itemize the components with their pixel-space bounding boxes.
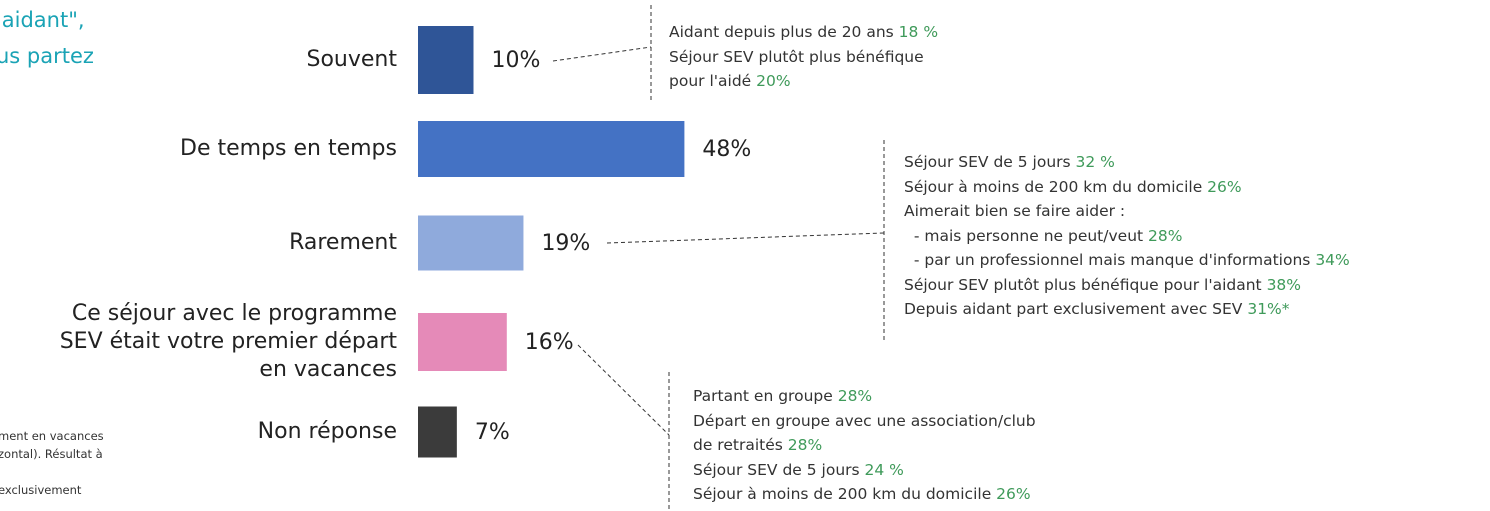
annotation-text: Depuis aidant part exclusivement avec SE… — [904, 300, 1248, 318]
annotation-value: 28% — [787, 436, 823, 454]
heading-fragment: us partez — [0, 44, 94, 68]
footnote-fragment: exclusivement — [0, 483, 82, 497]
annotation-line: Séjour à moins de 200 km du domicile 26% — [904, 175, 1350, 200]
bar — [418, 313, 507, 371]
annotation-text: Aidant depuis plus de 20 ans — [669, 23, 899, 41]
annotation-line: - mais personne ne peut/veut 28% — [904, 224, 1350, 249]
bar — [418, 215, 524, 271]
annotation-value: 20% — [756, 72, 791, 90]
annotation-value: 34% — [1315, 251, 1350, 269]
category-label: Ce séjour avec le programme SEV était vo… — [59, 301, 397, 382]
annotation-line: Aidant depuis plus de 20 ans 18 % — [669, 20, 938, 45]
annotation-text: Partant en groupe — [693, 387, 838, 405]
category-label: Rarement — [289, 230, 397, 255]
annotation-text: Séjour SEV de 5 jours — [904, 153, 1076, 171]
annotation-line: pour l'aidé 20% — [669, 69, 938, 94]
annotation-value: 26% — [1207, 177, 1242, 196]
annotation-text: - mais personne ne peut/veut — [904, 226, 1149, 245]
annotation-text: Départ en groupe avec une association/cl… — [693, 411, 1036, 430]
heading-fragment: 'aidant", — [0, 8, 85, 32]
value-label: 10% — [492, 48, 541, 73]
annotation-text: Séjour à moins de 200 km du domicile — [693, 485, 997, 503]
annotation-text: Séjour SEV plutôt plus bénéfique — [669, 47, 924, 66]
annotation-line: Séjour à moins de 200 km du domicile 26% — [693, 482, 1036, 507]
annotation-line: Séjour SEV plutôt plus bénéfique pour l'… — [904, 273, 1350, 298]
annotation-line: Départ en groupe avec une association/cl… — [693, 409, 1036, 434]
annotation-text: pour l'aidé — [669, 72, 757, 90]
annotation-line: - par un professionnel mais manque d'inf… — [904, 248, 1350, 273]
annotation-line: Séjour SEV de 5 jours 24 % — [693, 458, 1036, 483]
annotation-line: Depuis aidant part exclusivement avec SE… — [904, 297, 1350, 322]
category-label: De temps en temps — [180, 136, 397, 161]
value-label: 16% — [525, 330, 574, 355]
annotation: Séjour SEV de 5 jours 32 % Séjour à moins… — [904, 150, 1350, 322]
category-label: Non réponse — [257, 419, 397, 444]
connector — [577, 344, 670, 436]
annotation-text: Séjour SEV de 5 jours — [693, 460, 865, 479]
annotation-value: 24 % — [864, 460, 904, 479]
annotation-value: 31%* — [1247, 300, 1290, 318]
annotation-value: 18 % — [898, 23, 939, 41]
annotation-line: de retraités 28% — [693, 433, 1036, 458]
connector — [552, 46, 652, 62]
annotation-text: Séjour à moins de 200 km du domicile — [904, 177, 1208, 196]
annotation: Aidant depuis plus de 20 ans 18 % Séjour … — [669, 20, 938, 94]
value-label: 7% — [475, 420, 510, 445]
annotation-value: 28% — [1148, 226, 1183, 245]
annotation-text: - par un professionnel mais manque d'inf… — [904, 251, 1316, 269]
footnote-fragment: zontal). Résultat à — [0, 447, 103, 461]
category-label: Souvent — [306, 47, 398, 72]
bar — [418, 121, 685, 177]
annotation-value: 32 % — [1075, 153, 1115, 171]
annotation-line: Séjour SEV de 5 jours 32 % — [904, 150, 1350, 175]
bar — [418, 26, 474, 94]
annotation-text: Aimerait bien se faire aider : — [904, 202, 1126, 220]
footnote-fragment: ment en vacances — [0, 429, 104, 443]
bar — [418, 406, 457, 458]
annotation: Partant en groupe 28% Départ en groupe av… — [693, 384, 1036, 507]
value-label: 19% — [541, 231, 590, 256]
annotation-line: Aimerait bien se faire aider : — [904, 199, 1350, 224]
annotation-text: de retraités — [693, 436, 788, 454]
annotation-line: Séjour SEV plutôt plus bénéfique — [669, 45, 938, 70]
annotation-value: 38% — [1266, 275, 1302, 294]
connector — [606, 232, 885, 244]
annotation-value: 26% — [996, 485, 1031, 503]
value-label: 48% — [702, 137, 751, 162]
annotation-value: 28% — [837, 387, 873, 405]
annotation-text: Séjour SEV plutôt plus bénéfique pour l'… — [904, 275, 1267, 294]
annotation-line: Partant en groupe 28% — [693, 384, 1036, 409]
